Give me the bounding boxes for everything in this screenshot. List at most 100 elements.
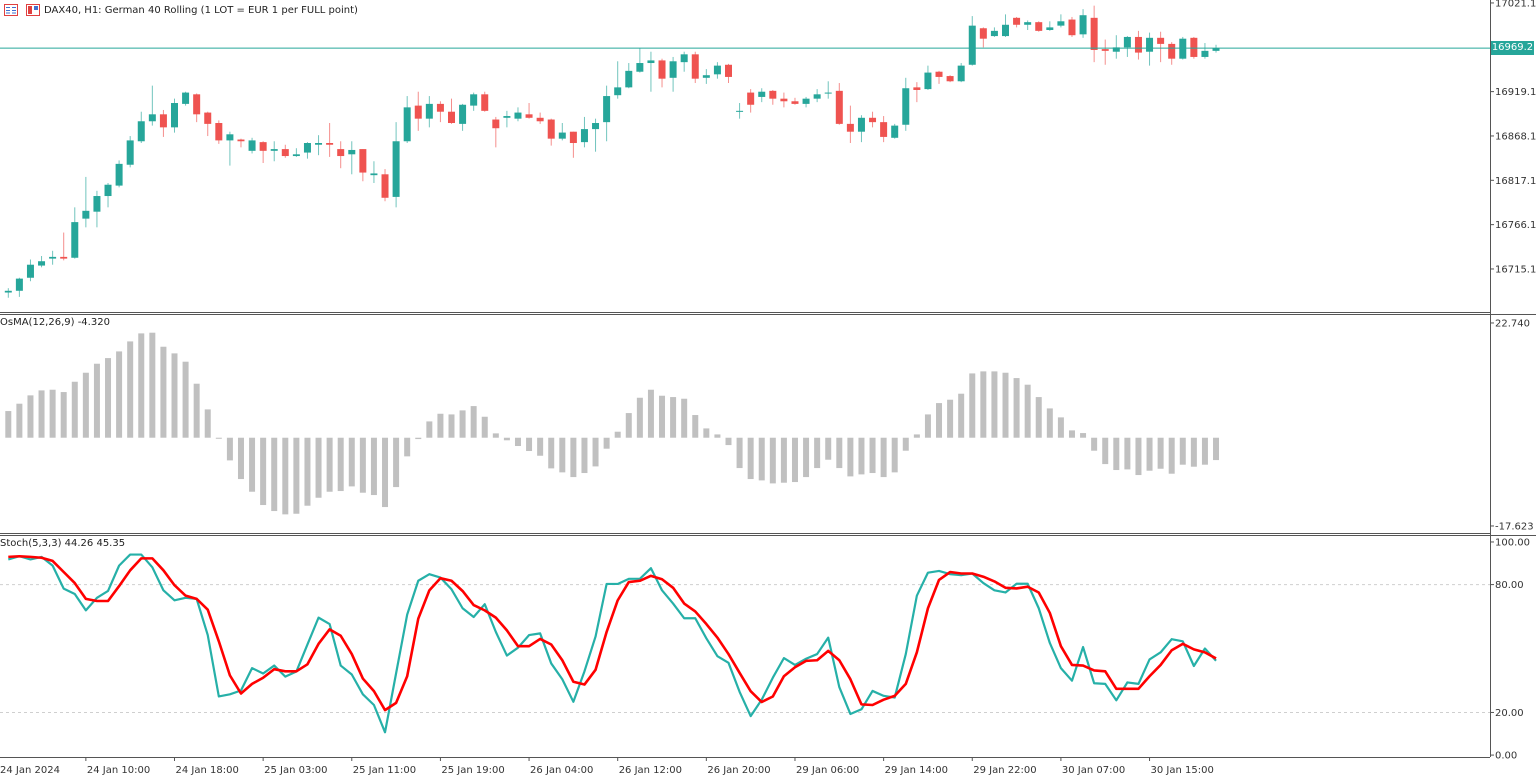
candle [614, 61, 622, 99]
candle-body [148, 114, 156, 122]
candle [802, 96, 810, 108]
candle-body [292, 154, 300, 157]
candle-body [758, 91, 766, 97]
candle-body [558, 132, 566, 139]
x-tick-label: 26 Jan 20:00 [707, 765, 770, 776]
candle [215, 120, 223, 144]
candle [492, 116, 500, 148]
osma-bar [38, 390, 45, 438]
indicator-list-icon[interactable] [4, 4, 18, 16]
stoch-tick-label: 0.00 [1495, 751, 1517, 762]
candle-body [425, 103, 433, 119]
stochastic-lines [7, 553, 1217, 734]
osma-bar [1068, 430, 1075, 438]
candle-body [82, 210, 90, 219]
candle [935, 70, 943, 84]
candle-body [337, 149, 345, 157]
candle-body [1101, 49, 1109, 51]
osma-bar [415, 437, 422, 440]
osma-bar [359, 437, 366, 493]
osma-tick-label: -17.623 [1495, 521, 1534, 532]
osma-bar [714, 434, 721, 438]
osma-bar [791, 437, 798, 483]
template-icon[interactable] [26, 4, 40, 16]
candle [592, 118, 600, 152]
candle [1101, 39, 1109, 65]
candle [558, 123, 566, 141]
osma-bar [448, 414, 455, 438]
osma-bar [1057, 417, 1064, 438]
osma-bar [891, 437, 898, 473]
candle-body [403, 107, 411, 142]
candle-body [525, 114, 533, 118]
osma-bar [958, 393, 965, 438]
osma-bar [337, 437, 344, 492]
osma-bar [193, 383, 200, 438]
candle-body [1212, 48, 1220, 51]
candle [93, 190, 101, 228]
candle-body [248, 140, 256, 151]
osma-bar [858, 437, 865, 475]
candle-body [880, 122, 888, 137]
osma-bar [681, 398, 688, 438]
candle [204, 111, 212, 137]
candle [237, 138, 245, 148]
candle [1079, 9, 1087, 38]
candle [436, 101, 444, 123]
candle [835, 83, 843, 125]
osma-bar [1124, 437, 1131, 470]
candle-body [725, 64, 732, 77]
candle-body [1013, 17, 1021, 25]
osma-bar [171, 353, 178, 438]
price-tick-label: 16919.1 [1495, 87, 1536, 98]
osma-bar [1146, 437, 1153, 471]
candle [303, 142, 311, 159]
candle-body [514, 112, 522, 119]
osma-tick-label: 22.740 [1495, 318, 1530, 329]
osma-bar [780, 437, 787, 483]
osma-bar [1002, 372, 1009, 438]
osma-bar [747, 437, 754, 480]
candle-body [603, 96, 611, 123]
candle-body [614, 87, 622, 96]
candle-body [4, 290, 12, 293]
candle [1157, 31, 1165, 63]
candle [193, 93, 201, 123]
osma-bar [304, 437, 311, 506]
candle-body [237, 139, 245, 142]
candle-body [104, 184, 112, 197]
candle [182, 91, 190, 106]
osma-bar [1035, 397, 1042, 438]
osma-bar [226, 437, 233, 461]
x-tick-label: 25 Jan 19:00 [441, 765, 504, 776]
candle [636, 48, 644, 73]
stoch-label: Stoch(5,3,3) 44.26 45.35 [0, 538, 126, 549]
osma-bar [481, 416, 488, 438]
candle [326, 123, 334, 157]
candle [126, 136, 134, 168]
candle [1046, 21, 1054, 31]
stoch-signal-line [8, 554, 1217, 712]
price-tick-label: 16817.1 [1495, 176, 1536, 187]
candle [60, 232, 68, 261]
candle [1212, 44, 1220, 53]
candle [425, 96, 433, 128]
stoch-tick-label: 80.00 [1495, 580, 1524, 591]
candle [946, 75, 954, 83]
x-tick-label: 29 Jan 06:00 [796, 765, 859, 776]
candle-body [1190, 37, 1198, 57]
candle [702, 69, 710, 84]
candle-body [680, 54, 688, 63]
candle [1057, 14, 1065, 28]
candle [503, 110, 511, 128]
candle-body [503, 116, 511, 118]
candle [603, 85, 611, 142]
candle-body [547, 119, 555, 139]
candle-body [1002, 24, 1009, 37]
candle-body [26, 264, 34, 278]
candle [813, 89, 821, 103]
candle-body [1157, 37, 1165, 44]
candle [824, 81, 832, 99]
candle [769, 89, 777, 105]
